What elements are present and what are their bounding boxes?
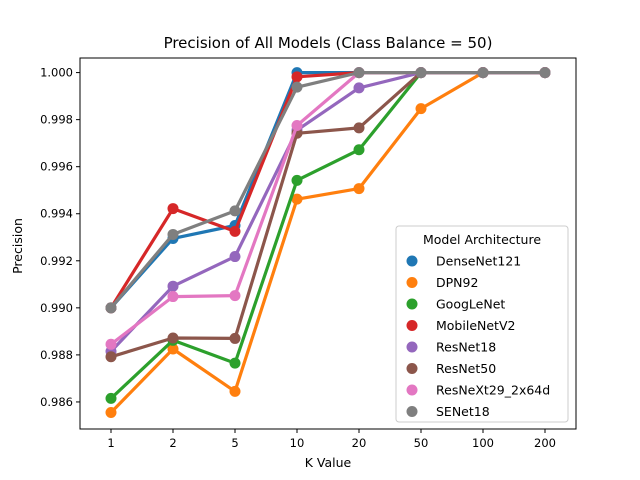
- x-tick-label: 1: [107, 436, 114, 450]
- data-point: [229, 290, 241, 302]
- legend-label: GoogLeNet: [436, 297, 505, 312]
- data-point: [167, 280, 179, 292]
- data-point: [291, 120, 303, 132]
- plot-frame: [79, 57, 577, 430]
- data-point: [539, 67, 551, 79]
- data-point: [167, 228, 179, 240]
- legend-marker: [406, 277, 418, 288]
- series-line: [109, 70, 545, 309]
- y-axis-title: Precision: [10, 218, 25, 274]
- legend-label: DPN92: [436, 275, 478, 290]
- legend-label: DenseNet121: [436, 254, 521, 269]
- x-axis-title: K Value: [305, 455, 352, 470]
- data-point: [291, 174, 303, 186]
- y-tick-label: 0.998: [40, 113, 73, 127]
- x-tick-label: 2: [169, 436, 176, 450]
- data-point: [353, 144, 365, 156]
- data-point: [353, 82, 365, 94]
- x-tick-label: 5: [231, 436, 238, 450]
- data-point: [167, 203, 179, 215]
- y-tick-label: 0.986: [40, 395, 73, 409]
- data-point: [229, 385, 241, 397]
- legend-label: ResNet50: [436, 361, 496, 376]
- y-tick-label: 0.990: [40, 301, 73, 315]
- x-tick-label: 20: [352, 436, 367, 450]
- legend-label: SENet18: [436, 404, 490, 419]
- plot-series: [105, 67, 551, 419]
- data-point: [415, 67, 427, 79]
- series-senet18: [105, 67, 551, 314]
- data-point: [477, 67, 489, 79]
- legend-label: ResNet18: [436, 340, 496, 355]
- legend-label: MobileNetV2: [436, 318, 515, 333]
- legend: Model Architecture DenseNet121 DPN92 GoogL…: [395, 225, 569, 423]
- legend-marker: [406, 384, 418, 396]
- x-axis: 1 2 5 10 20 50 100 200: [107, 429, 556, 450]
- data-point: [105, 351, 117, 363]
- x-tick-label: 100: [472, 436, 494, 450]
- y-tick-label: 0.994: [40, 207, 73, 221]
- chart-title: Precision of All Models (Class Balance =…: [164, 34, 493, 52]
- data-point: [167, 332, 179, 344]
- y-tick-label: 0.992: [40, 254, 73, 268]
- data-point: [229, 225, 241, 237]
- data-point: [353, 183, 365, 195]
- x-tick-label: 200: [534, 436, 556, 450]
- data-point: [291, 71, 303, 83]
- data-point: [229, 205, 241, 217]
- data-point: [353, 122, 365, 134]
- legend-marker: [406, 363, 418, 374]
- y-axis: 0.986 0.988 0.990 0.992 0.994 0.996 0.998 1.000: [40, 66, 80, 409]
- data-point: [105, 407, 117, 419]
- data-point: [105, 338, 117, 350]
- legend-marker: [406, 298, 418, 310]
- data-point: [105, 392, 117, 404]
- legend-marker: [406, 341, 418, 353]
- data-point: [229, 357, 241, 369]
- y-tick-label: 0.988: [40, 348, 73, 362]
- legend-label: ResNeXt29_2x64d: [436, 383, 550, 398]
- legend-marker: [406, 255, 418, 267]
- legend-box: [395, 225, 569, 423]
- series-line: [109, 70, 545, 414]
- data-point: [291, 193, 303, 205]
- data-point: [353, 67, 365, 79]
- data-point: [167, 291, 179, 303]
- data-point: [415, 103, 427, 115]
- data-point: [291, 81, 303, 93]
- data-point: [167, 343, 179, 355]
- x-tick-label: 10: [290, 436, 305, 450]
- legend-title: Model Architecture: [423, 232, 541, 247]
- y-tick-label: 0.996: [40, 160, 73, 174]
- legend-items: DenseNet121 DPN92 GoogLeNet MobileNetV2 ResN…: [406, 254, 550, 419]
- data-point: [229, 332, 241, 344]
- legend-marker: [406, 406, 418, 417]
- legend-marker: [406, 320, 418, 331]
- data-point: [105, 302, 117, 314]
- x-tick-label: 50: [414, 436, 429, 450]
- data-point: [229, 251, 241, 263]
- y-tick-label: 1.000: [40, 66, 73, 80]
